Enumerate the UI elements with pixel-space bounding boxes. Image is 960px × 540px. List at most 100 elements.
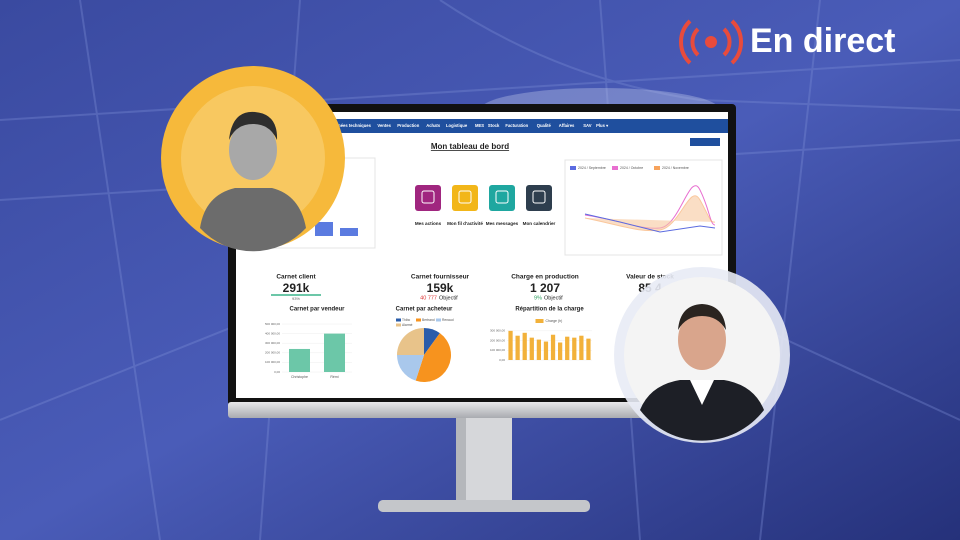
line-decor [584,213,716,233]
bar [289,348,310,372]
y-tick-label: 100 000,00 [265,360,280,364]
legend-swatch [396,323,401,327]
legend-swatch [416,318,421,322]
bar [543,341,549,360]
kpi-note: Objectif [439,295,458,301]
card-bars [315,222,358,236]
bar [536,339,541,360]
portrait-left [161,66,345,252]
kpi-note: 93% [292,296,300,301]
y-tick-label: 100 000,00 [490,348,505,352]
y-tick-label: 300 000,00 [265,341,280,345]
kpi-label: Charge en production [511,274,579,281]
legend-label: 2024 / Octobre [620,166,643,170]
legend-label: Charge (h) [546,319,563,323]
legend-swatch [535,319,544,323]
pie-slice [424,328,440,355]
legend-label: 2024 / Septembre [578,166,606,170]
legend-label: Thibo [402,318,410,322]
bar [572,337,577,360]
bar [565,336,570,360]
tile[interactable] [415,185,441,211]
kpi-progress [271,294,321,296]
kpi-delta: 40 777 [420,295,437,301]
legend-swatch [612,166,618,170]
nav-item[interactable]: Logistique [446,123,468,128]
kpi-value: 291k [283,281,310,295]
tile-label: Mon calendrier [523,221,556,226]
legend-label: 2024 / Novembre [662,166,689,170]
nav-item[interactable]: Stock [488,123,500,128]
tile[interactable] [452,185,478,211]
nav-item[interactable]: Facturation [505,123,528,128]
monitor-base [378,500,590,512]
bar [522,332,527,360]
nav-item[interactable]: Données techniques [330,123,372,128]
legend-swatch [396,318,401,322]
bar [324,333,345,372]
tile[interactable] [526,185,552,211]
bar [558,342,563,360]
kpi-delta: 9% [534,295,542,301]
kpi-label: Carnet fournisseur [411,274,470,281]
tile-icon [495,190,509,204]
dashboard-title: Mon tableau de bord [431,142,509,151]
button[interactable] [690,138,720,146]
y-tick-label: 300 000,00 [490,329,505,333]
legend-label: Bertrand [422,318,435,322]
tile-icon [458,190,472,204]
nav-item[interactable]: Ventes [377,123,391,128]
portrait-right [614,267,790,443]
kpi-label: Valeur de stock [626,274,674,281]
y-tick-label: 400 000,00 [265,331,280,335]
x-tick-label: Rémi [330,375,338,379]
bar [529,337,534,360]
live-label: En direct [750,22,895,60]
kpi-value: 159k [427,281,454,295]
legend-swatch [654,166,660,170]
legend-label: Alarmé [402,323,413,327]
live-icon [679,19,743,65]
kpi-note: Objectif [544,295,563,301]
bar [586,338,591,360]
y-tick-label: 500 000,00 [265,322,280,326]
monitor-neck-shade [456,416,466,504]
chart-title: Répartition de la charge [515,307,584,313]
bar [579,335,584,360]
monitor-chin [228,402,736,418]
nav-item[interactable]: Qualité [537,123,552,128]
kpi-label: Carnet client [276,274,316,281]
tile[interactable] [489,185,515,211]
pie-slice [397,355,424,381]
nav-item[interactable]: Production [397,123,420,128]
legend-label: Renaud [442,318,454,322]
tile-label: Mes messages [486,221,519,226]
legend-swatch [436,318,441,322]
pie-slice [415,333,451,382]
nav-item[interactable]: SAV [583,123,592,128]
nav-item[interactable]: Achats [426,123,441,128]
pie-slice [397,328,424,355]
legend-swatch [570,166,576,170]
bar [515,335,520,360]
y-tick-label: 200 000,00 [490,338,505,342]
tile-icon [421,190,435,204]
nav-item[interactable]: Affaires [559,123,575,128]
y-tick-label: 0,00 [499,358,505,362]
x-tick-label: Christophe [291,375,308,379]
kpi-value: 1 207 [530,281,560,295]
tile-label: Mon fil d'activité [447,221,483,226]
bar [508,330,513,360]
chart-title: Carnet par vendeur [289,307,345,313]
tile-label: Mes actions [415,221,442,226]
nav-bar [236,119,728,133]
tile-icon [532,190,546,204]
bar [550,334,556,360]
chart-title: Carnet par acheteur [396,307,453,313]
nav-item[interactable]: MES [475,123,484,128]
nav-item[interactable]: Plus ▾ [596,123,609,128]
y-tick-label: 200 000,00 [265,351,280,355]
y-tick-label: 0,00 [274,370,280,374]
